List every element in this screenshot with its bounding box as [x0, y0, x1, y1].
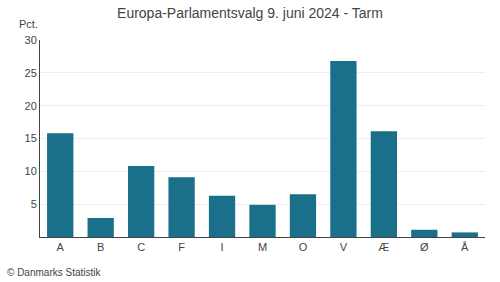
svg-text:Ø: Ø: [420, 241, 429, 253]
svg-text:25: 25: [25, 67, 37, 79]
svg-text:Å: Å: [461, 241, 469, 253]
svg-text:© Danmarks Statistik: © Danmarks Statistik: [7, 267, 102, 278]
svg-text:I: I: [221, 241, 224, 253]
svg-text:B: B: [97, 241, 104, 253]
svg-text:Pct.: Pct.: [19, 18, 38, 30]
svg-text:10: 10: [25, 165, 37, 177]
svg-text:V: V: [340, 241, 348, 253]
svg-text:Æ: Æ: [378, 241, 389, 253]
svg-text:15: 15: [25, 132, 37, 144]
svg-text:F: F: [178, 241, 185, 253]
svg-text:30: 30: [25, 34, 37, 46]
svg-text:O: O: [299, 241, 308, 253]
svg-text:20: 20: [25, 100, 37, 112]
svg-text:M: M: [258, 241, 267, 253]
svg-text:Europa-Parlamentsvalg 9. juni: Europa-Parlamentsvalg 9. juni 2024 - Tar…: [117, 5, 383, 21]
svg-text:C: C: [137, 241, 145, 253]
svg-text:5: 5: [31, 198, 37, 210]
svg-text:A: A: [57, 241, 65, 253]
